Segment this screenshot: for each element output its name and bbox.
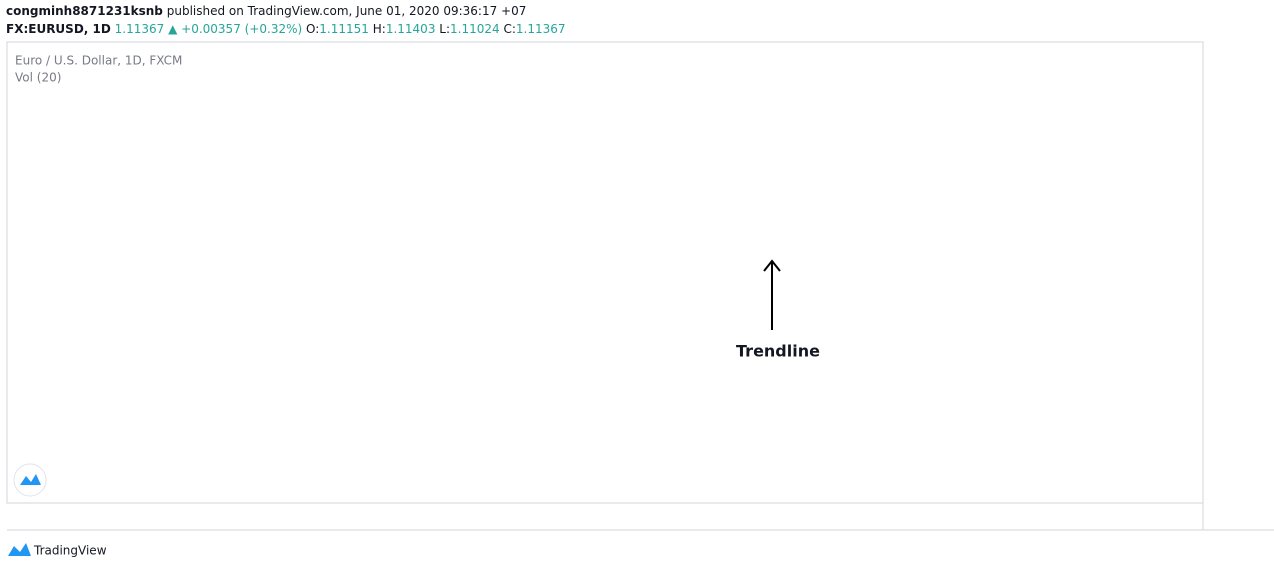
change: ▲ +0.00357 (+0.32%) xyxy=(168,22,303,36)
annotation: Trendline xyxy=(736,342,820,361)
plot-frame xyxy=(6,41,1204,504)
ohlc-k: H: xyxy=(372,22,386,36)
ohlc-v: 1.11367 xyxy=(515,22,566,36)
author: congminh8871231ksnb xyxy=(6,4,163,18)
logo-button[interactable] xyxy=(13,463,47,497)
ohlc-k: O: xyxy=(306,22,320,36)
brand: TradingView xyxy=(33,544,107,558)
ohlc-v: 1.11403 xyxy=(385,22,436,36)
published: published on TradingView.com, June 01, 2… xyxy=(166,4,527,18)
arrow-head xyxy=(763,259,781,272)
publish-line: congminh8871231ksnb published on Trading… xyxy=(6,4,526,18)
chart-title: Euro / U.S. Dollar, 1D, FXCM xyxy=(15,54,182,68)
last: 1.11367 xyxy=(114,22,165,36)
symbol: FX:EURUSD, 1D xyxy=(6,22,111,36)
ohlc-v: 1.11151 xyxy=(319,22,369,36)
ohlc-v: 1.11024 xyxy=(450,22,500,36)
ohlc-k: C: xyxy=(503,22,516,36)
brand-icon xyxy=(8,543,31,556)
ohlc-k: L: xyxy=(439,22,451,36)
logo-icon xyxy=(20,474,41,485)
indicator: Vol (20) xyxy=(15,71,61,85)
symbol-line: FX:EURUSD, 1D 1.11367 ▲ +0.00357 (+0.32%… xyxy=(6,22,566,36)
